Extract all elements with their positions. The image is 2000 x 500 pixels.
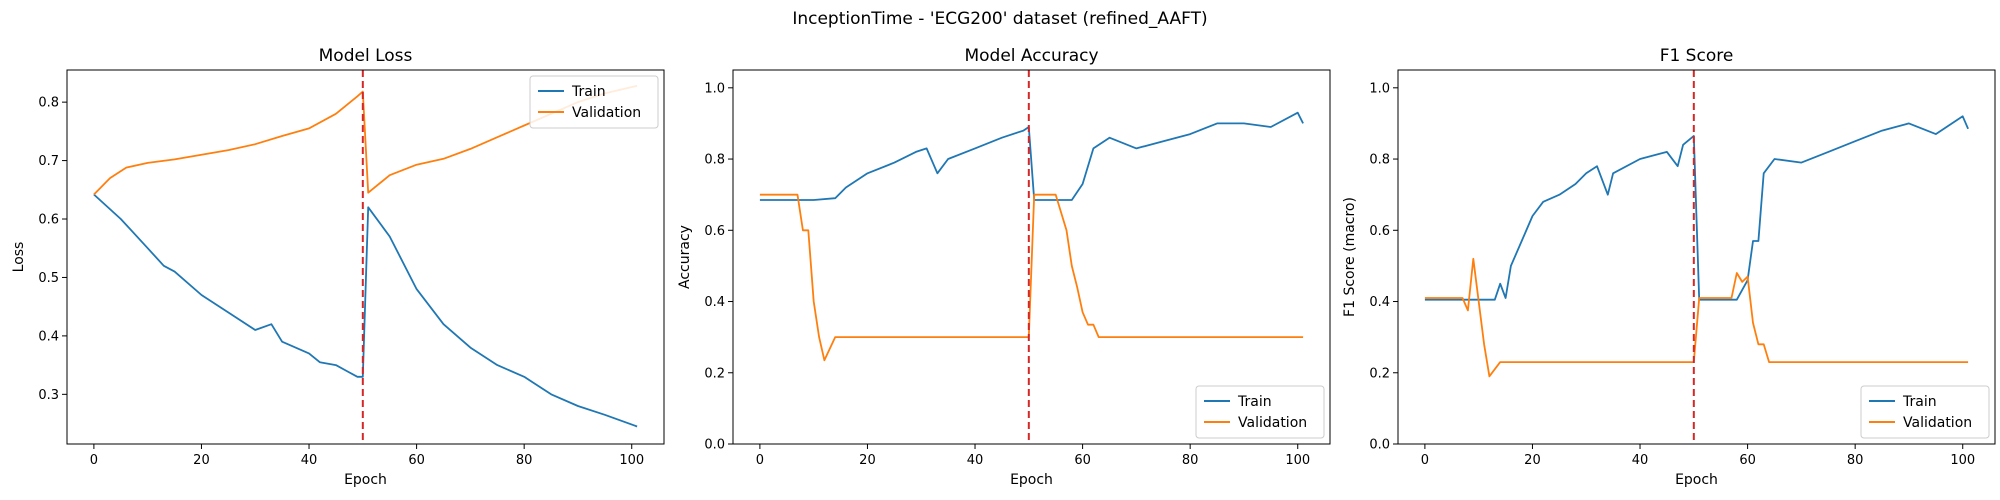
x-axis-label: Epoch xyxy=(1675,472,1718,488)
legend-box xyxy=(1860,385,1990,439)
y-axis-label: Accuracy xyxy=(677,225,693,289)
panel-title: F1 Score xyxy=(1660,46,1734,66)
y-tick-label: 0.2 xyxy=(704,366,725,381)
x-tick-label: 0 xyxy=(90,453,98,468)
y-tick-label: 0.8 xyxy=(704,153,725,168)
y-tick-label: 0.8 xyxy=(1369,153,1390,168)
x-tick-label: 60 xyxy=(1074,453,1091,468)
legend-label-train: Train xyxy=(1237,394,1272,410)
x-tick-label: 60 xyxy=(408,453,425,468)
y-tick-label: 0.4 xyxy=(38,329,59,344)
y-tick-label: 0.5 xyxy=(38,271,59,286)
x-tick-label: 60 xyxy=(1739,453,1756,468)
y-tick-label: 1.0 xyxy=(1369,81,1390,96)
x-tick-label: 20 xyxy=(193,453,210,468)
x-tick-label: 80 xyxy=(1182,453,1199,468)
y-tick-label: 0.8 xyxy=(38,96,59,111)
x-tick-label: 0 xyxy=(756,453,764,468)
series-line-validation xyxy=(759,193,1304,362)
series-line-validation xyxy=(1424,257,1969,378)
y-tick-label: 0.6 xyxy=(704,224,725,239)
y-tick-label: 1.0 xyxy=(704,81,725,96)
series-line-validation xyxy=(93,84,638,196)
figure-suptitle: InceptionTime - 'ECG200' dataset (refine… xyxy=(792,9,1207,29)
axes-frame xyxy=(732,69,1331,445)
y-axis-label: Loss xyxy=(11,242,27,273)
x-tick-label: 20 xyxy=(1524,453,1541,468)
legend-label-validation: Validation xyxy=(1238,415,1307,431)
x-tick-label: 80 xyxy=(516,453,533,468)
x-tick-label: 80 xyxy=(1847,453,1864,468)
legend-label-validation: Validation xyxy=(572,105,641,121)
series-line-train xyxy=(1424,115,1969,301)
series-line-train xyxy=(93,193,638,428)
axes-frame xyxy=(66,69,665,445)
legend-label-train: Train xyxy=(1902,394,1937,410)
y-tick-label: 0.7 xyxy=(38,154,59,169)
legend-box xyxy=(1195,385,1325,439)
x-tick-label: 100 xyxy=(1285,453,1310,468)
y-tick-label: 0.4 xyxy=(704,295,725,310)
panel-title: Model Accuracy xyxy=(964,46,1098,66)
x-tick-label: 40 xyxy=(1632,453,1649,468)
y-tick-label: 0.4 xyxy=(1369,295,1390,310)
x-tick-label: 100 xyxy=(1950,453,1975,468)
y-tick-label: 0.6 xyxy=(38,213,59,228)
x-axis-label: Epoch xyxy=(344,472,387,488)
y-tick-label: 0.0 xyxy=(704,438,725,453)
x-tick-label: 20 xyxy=(859,453,876,468)
y-tick-label: 0.3 xyxy=(38,388,59,403)
x-tick-label: 40 xyxy=(967,453,984,468)
x-axis-label: Epoch xyxy=(1010,472,1053,488)
x-tick-label: 40 xyxy=(301,453,318,468)
series-line-train xyxy=(759,111,1304,201)
legend-label-validation: Validation xyxy=(1903,415,1972,431)
axes-frame xyxy=(1397,69,1996,445)
y-axis-label: F1 Score (macro) xyxy=(1342,197,1358,317)
x-tick-label: 100 xyxy=(619,453,644,468)
y-tick-label: 0.0 xyxy=(1369,438,1390,453)
y-tick-label: 0.6 xyxy=(1369,224,1390,239)
legend-box xyxy=(529,75,659,129)
panel-model-accuracy: Model Accuracy Epoch Accuracy 0 20 40 60 80 1… xyxy=(677,46,1331,488)
panel-f1-score: F1 Score Epoch F1 Score (macro) 0 20 40 60 8… xyxy=(1342,46,1996,488)
panel-model-loss: Model Loss Epoch Loss 0 20 40 60 80 100 0.3 0.4… xyxy=(11,46,665,488)
y-tick-label: 0.2 xyxy=(1369,366,1390,381)
panel-title: Model Loss xyxy=(319,46,413,66)
legend-label-train: Train xyxy=(571,84,606,100)
x-tick-label: 0 xyxy=(1421,453,1429,468)
